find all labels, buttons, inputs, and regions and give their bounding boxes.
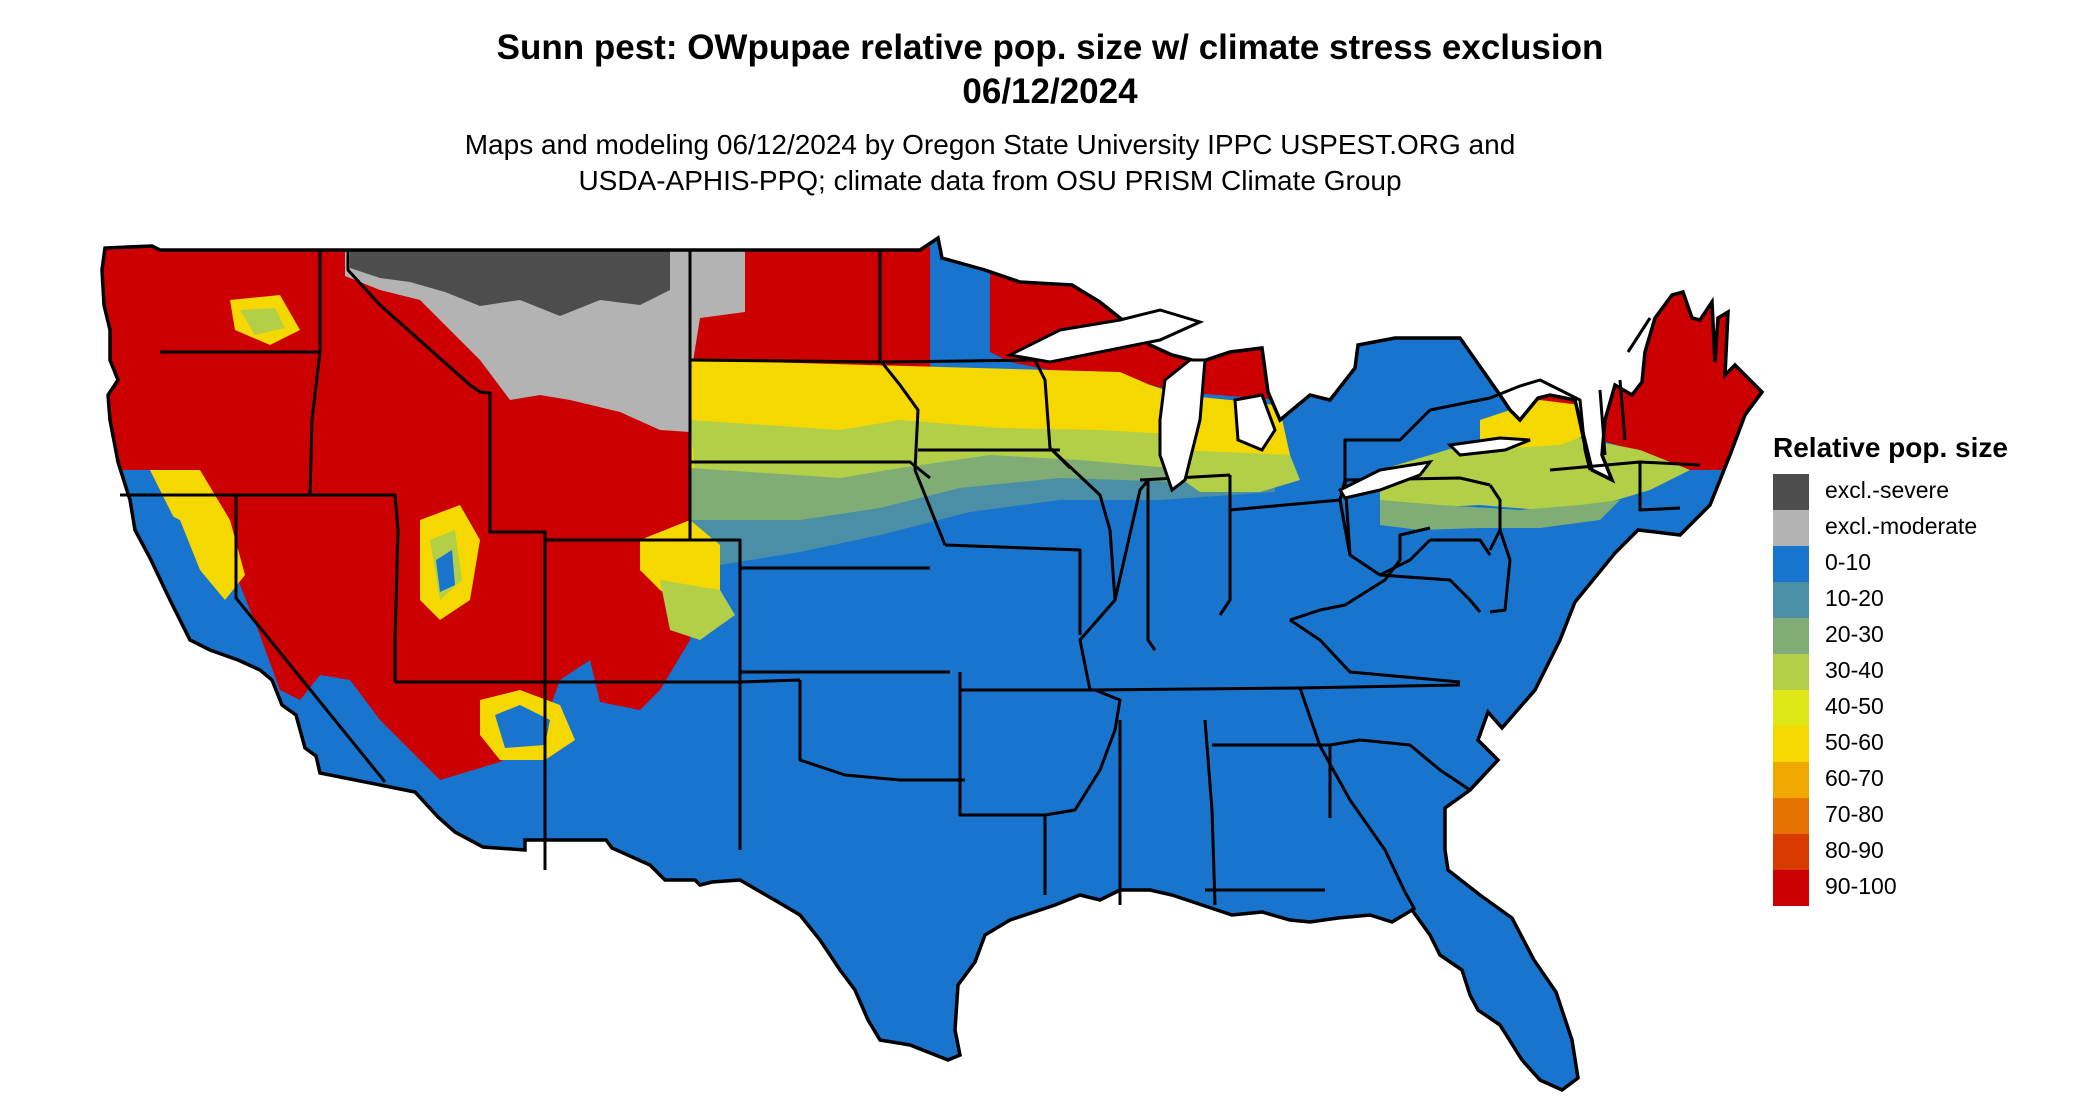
legend-swatch	[1773, 690, 1809, 726]
legend-label: 30-40	[1825, 657, 1884, 683]
legend-label: 40-50	[1825, 693, 1884, 719]
risk-10-20-band	[690, 478, 1275, 565]
legend-swatch	[1773, 510, 1809, 546]
legend-swatch	[1773, 546, 1809, 582]
state-boundaries	[120, 250, 1701, 911]
excl-severe-area	[350, 246, 670, 316]
risk-50-60-california	[150, 470, 245, 600]
legend-swatch	[1773, 726, 1809, 762]
lake-superior	[1005, 308, 1205, 364]
lake-huron	[1233, 393, 1277, 452]
legend-swatch	[1773, 798, 1809, 834]
legend-title: Relative pop. size	[1773, 432, 2008, 463]
legend-swatch	[1773, 870, 1809, 906]
risk-0-10-california	[140, 500, 250, 690]
legend-label: 50-60	[1825, 729, 1884, 755]
great-lakes	[1005, 308, 1531, 500]
lake-michigan	[1158, 358, 1207, 493]
legend-label: 90-100	[1825, 873, 1897, 899]
legend-label: 60-70	[1825, 765, 1884, 791]
risk-0-10-basin	[436, 550, 455, 592]
risk-0-10-arizona	[495, 705, 550, 748]
legend-label: 70-80	[1825, 801, 1884, 827]
legend-label: excl.-moderate	[1825, 513, 1978, 539]
legend-label: 80-90	[1825, 837, 1884, 863]
legend-swatch	[1773, 654, 1809, 690]
risk-30-40-colorado	[660, 580, 735, 640]
legend-swatch	[1773, 582, 1809, 618]
legend-swatch	[1773, 474, 1809, 510]
map-title-date: 06/12/2024	[962, 72, 1138, 111]
lake-ontario	[1446, 436, 1531, 457]
map-credit-line2: USDA-APHIS-PPQ; climate data from OSU PR…	[578, 165, 1402, 196]
legend-label: 10-20	[1825, 585, 1884, 611]
risk-30-40-michigan	[1180, 450, 1300, 492]
map-title: Sunn pest: OWpupae relative pop. size w/…	[0, 26, 2100, 114]
lake-erie	[1337, 459, 1434, 500]
map-title-line1: Sunn pest: OWpupae relative pop. size w/…	[496, 28, 1604, 67]
legend-label: 20-30	[1825, 621, 1884, 647]
map-credit-line1: Maps and modeling 06/12/2024 by Oregon S…	[464, 129, 1516, 160]
legend-swatch	[1773, 618, 1809, 654]
risk-30-40-washington	[240, 308, 285, 335]
legend-label: excl.-severe	[1825, 477, 1949, 503]
legend-swatch	[1773, 762, 1809, 798]
legend-swatch	[1773, 834, 1809, 870]
legend-label: 0-10	[1825, 549, 1872, 575]
